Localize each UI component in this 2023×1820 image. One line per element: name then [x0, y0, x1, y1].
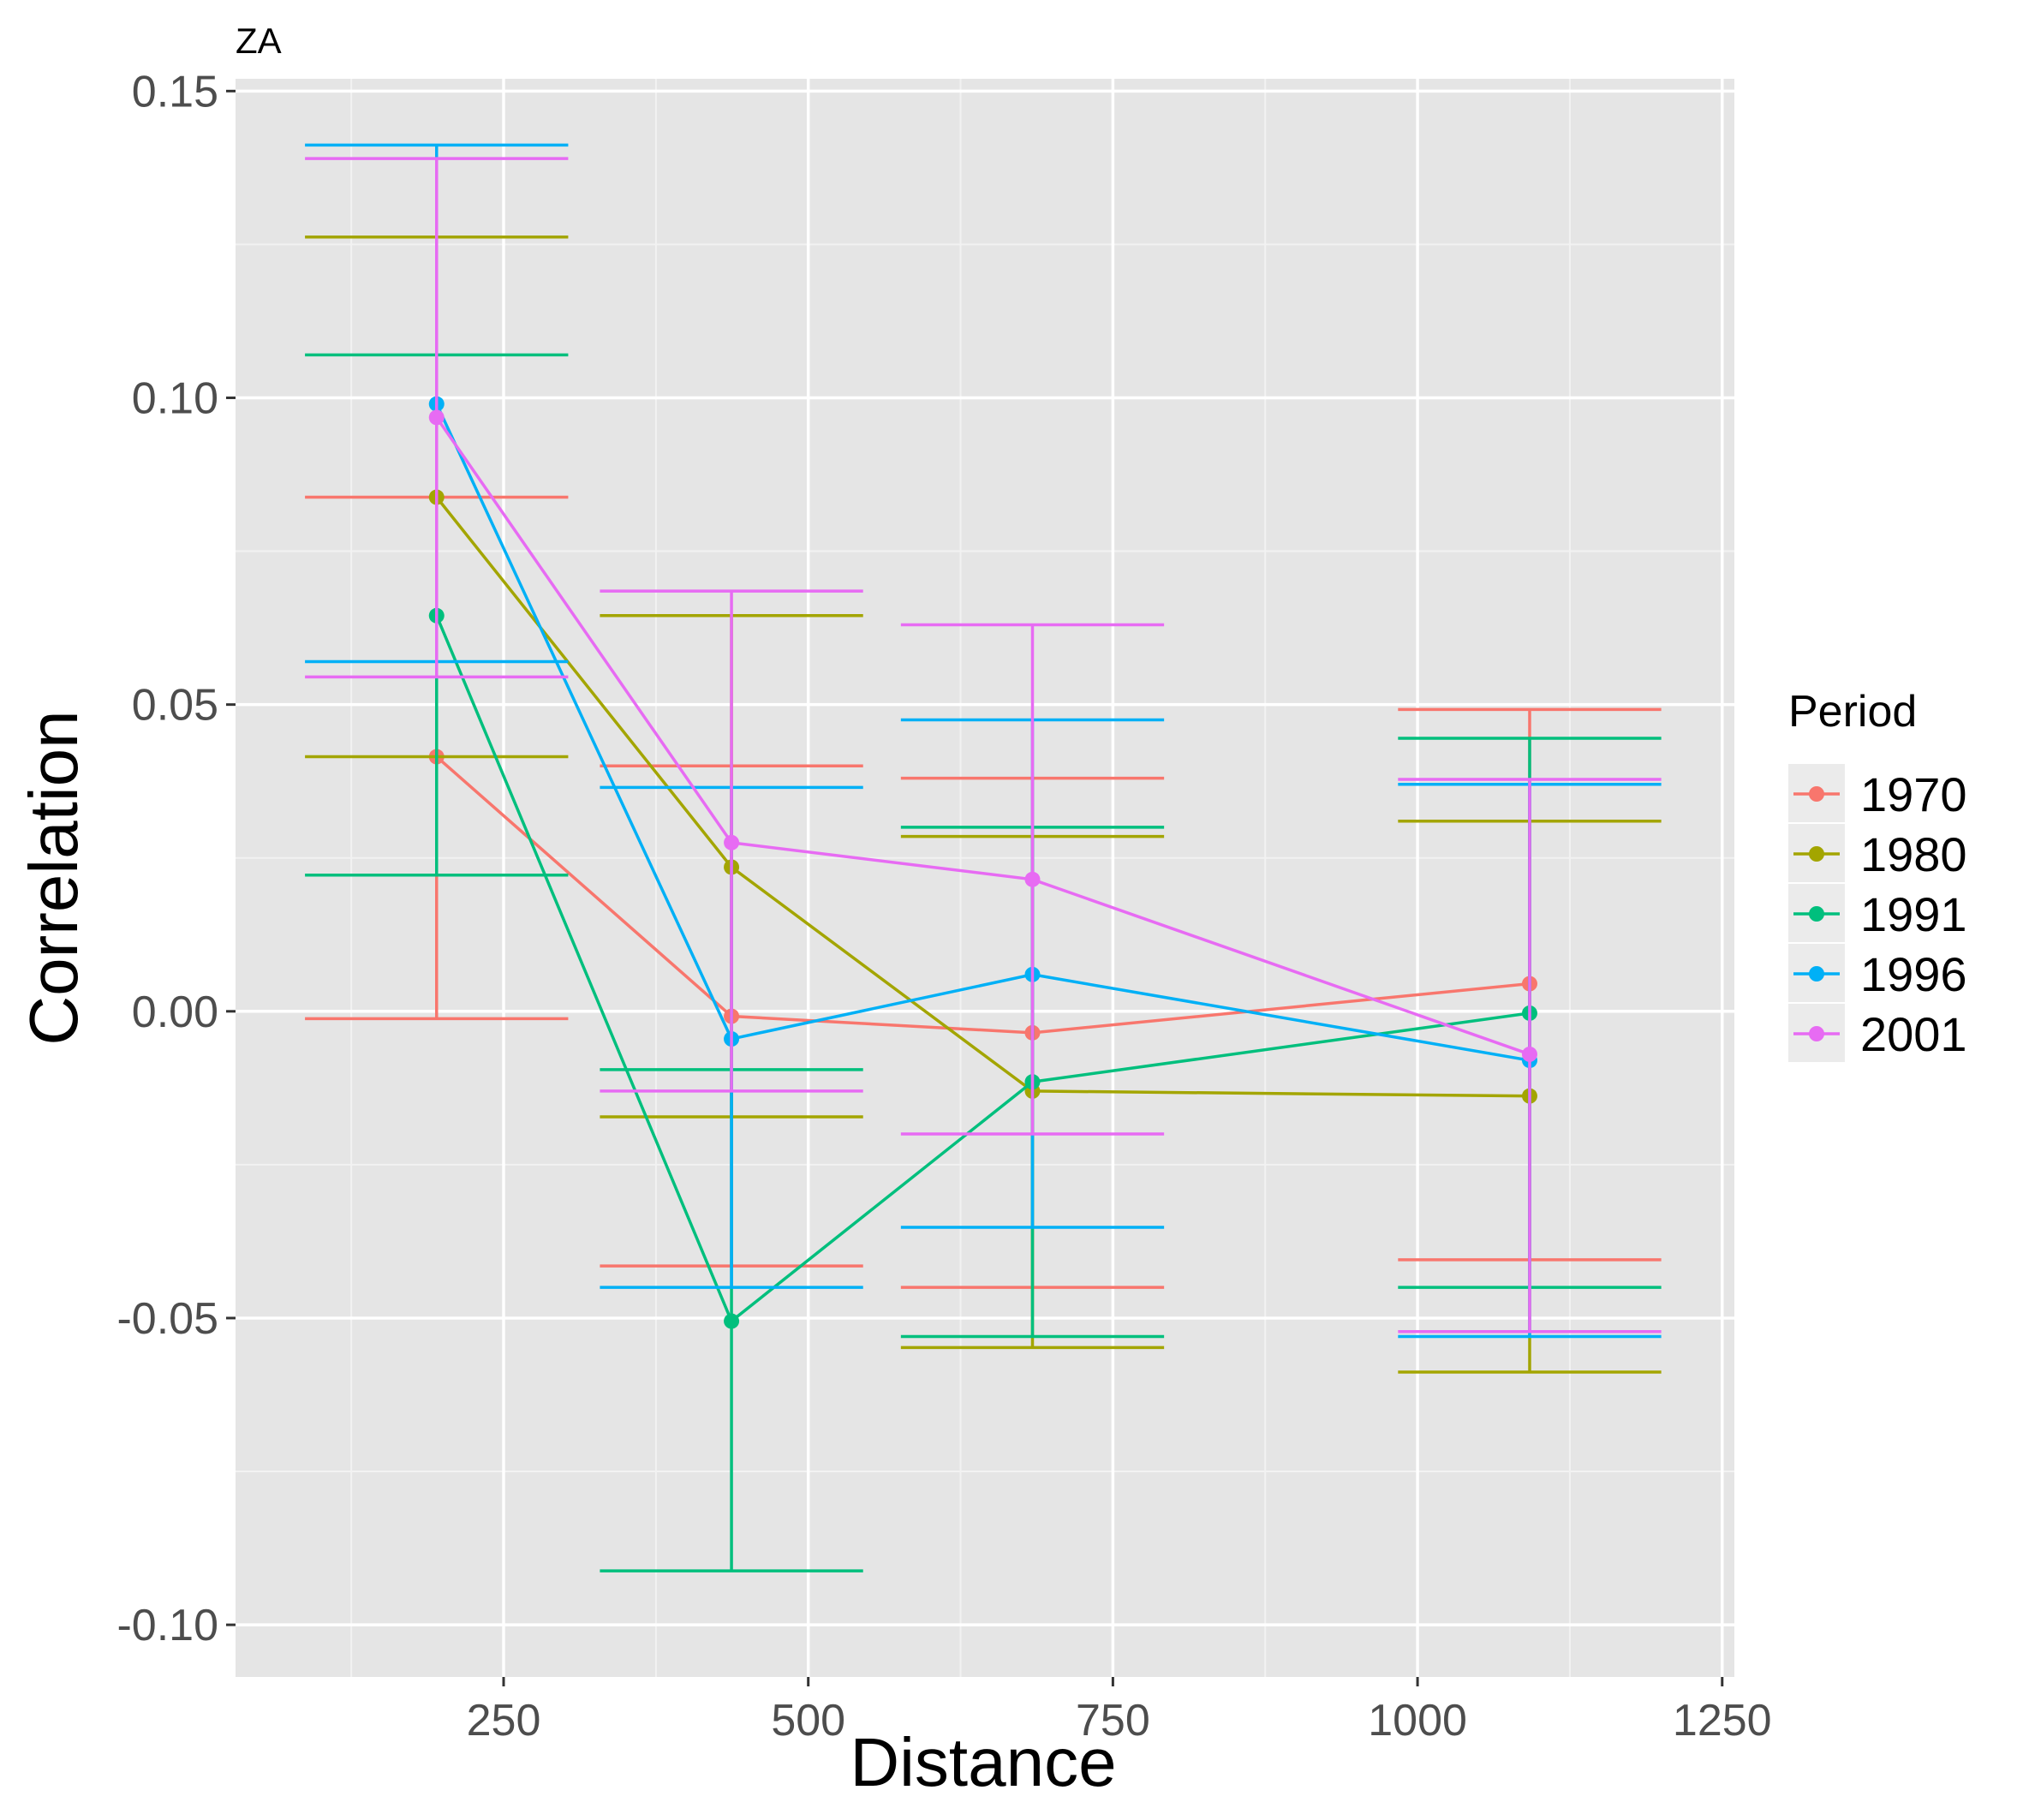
x-tick-label: 1000: [1368, 1696, 1467, 1745]
major-gridlines: [236, 79, 1734, 1677]
legend-key-point: [1809, 846, 1824, 862]
legend-label: 1991: [1860, 887, 1967, 941]
legend-item-2001: 2001: [1788, 1004, 1967, 1062]
plot-panel: [236, 79, 1734, 1677]
y-axis-title: Correlation: [15, 710, 92, 1045]
legend-key-point: [1809, 1026, 1824, 1041]
series-2001: [305, 157, 1662, 1334]
x-tick-label: 500: [771, 1696, 845, 1745]
data-point: [724, 1313, 740, 1329]
legend: Period 1970 1980 1991 1996 2001: [1788, 687, 1967, 1062]
series-layer: [305, 143, 1662, 1572]
legend-item-1980: 1980: [1788, 824, 1967, 882]
legend-key-point: [1809, 906, 1824, 922]
x-axis-title: Distance: [850, 1724, 1116, 1800]
axes-layer: -0.10 -0.05 0.00 0.05 0.10 0.15 250 500 750 1000 1…: [116, 67, 1771, 1745]
y-tick-label: 0.00: [132, 988, 218, 1037]
data-point: [724, 834, 740, 850]
legend-key-point: [1809, 786, 1824, 802]
y-tick-label: -0.05: [116, 1294, 218, 1344]
x-tick-label: 750: [1076, 1696, 1150, 1745]
legend-label: 1980: [1860, 827, 1967, 881]
legend-item-1996: 1996: [1788, 944, 1967, 1002]
y-tick-label: 0.05: [132, 681, 218, 731]
y-tick-label: 0.15: [132, 67, 218, 116]
plot-title: ZA: [236, 21, 282, 61]
data-point: [428, 409, 445, 426]
legend-item-1970: 1970: [1788, 764, 1967, 822]
series-line: [435, 615, 1531, 1324]
data-point: [1521, 1046, 1537, 1062]
series-line: [435, 496, 1530, 1098]
series-line: [435, 755, 1531, 1035]
legend-label: 2001: [1860, 1007, 1967, 1061]
legend-title: Period: [1788, 687, 1917, 737]
legend-item-1991: 1991: [1788, 884, 1967, 942]
legend-label: 1970: [1860, 767, 1967, 821]
data-point: [1024, 871, 1041, 887]
x-tick-label: 1250: [1673, 1696, 1772, 1745]
legend-key-point: [1809, 966, 1824, 982]
legend-label: 1996: [1860, 947, 1967, 1001]
y-tick-label: -0.10: [116, 1601, 218, 1650]
series-line: [435, 416, 1531, 1056]
x-tick-label: 250: [467, 1696, 541, 1745]
y-tick-label: 0.10: [132, 373, 218, 423]
series-line: [435, 403, 1531, 1062]
